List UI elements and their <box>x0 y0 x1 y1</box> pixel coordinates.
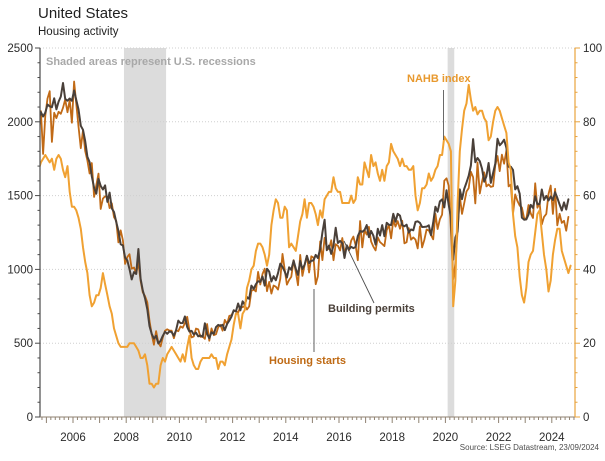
svg-text:2012: 2012 <box>220 432 246 444</box>
svg-text:1000: 1000 <box>7 264 33 276</box>
svg-text:2000: 2000 <box>7 117 33 129</box>
svg-text:100: 100 <box>583 43 602 55</box>
svg-text:2008: 2008 <box>113 432 139 444</box>
svg-text:80: 80 <box>583 117 596 129</box>
housing-starts-label: Housing starts <box>269 355 347 367</box>
svg-text:2010: 2010 <box>167 432 193 444</box>
svg-text:2006: 2006 <box>60 432 86 444</box>
svg-text:2500: 2500 <box>7 43 33 55</box>
svg-text:500: 500 <box>14 338 33 350</box>
svg-text:2020: 2020 <box>433 432 459 444</box>
svg-text:2024: 2024 <box>539 432 565 444</box>
svg-text:0: 0 <box>27 412 33 424</box>
source-credit: Source: LSEG Datastream, 23/09/2024 <box>459 443 599 452</box>
recession-note: Shaded areas represent U.S. recessions <box>46 56 256 68</box>
svg-text:2016: 2016 <box>326 432 352 444</box>
svg-text:60: 60 <box>583 191 596 203</box>
chart-subtitle: Housing activity <box>38 26 119 38</box>
building-permits-label: Building permits <box>328 303 415 315</box>
svg-text:2014: 2014 <box>273 432 299 444</box>
nahb-index-label: NAHB index <box>407 73 471 85</box>
chart-title: United States <box>38 5 129 22</box>
svg-text:2022: 2022 <box>486 432 512 444</box>
svg-text:1500: 1500 <box>7 191 33 203</box>
svg-text:0: 0 <box>583 412 589 424</box>
svg-text:2018: 2018 <box>379 432 405 444</box>
svg-text:40: 40 <box>583 264 596 276</box>
svg-text:20: 20 <box>583 338 596 350</box>
